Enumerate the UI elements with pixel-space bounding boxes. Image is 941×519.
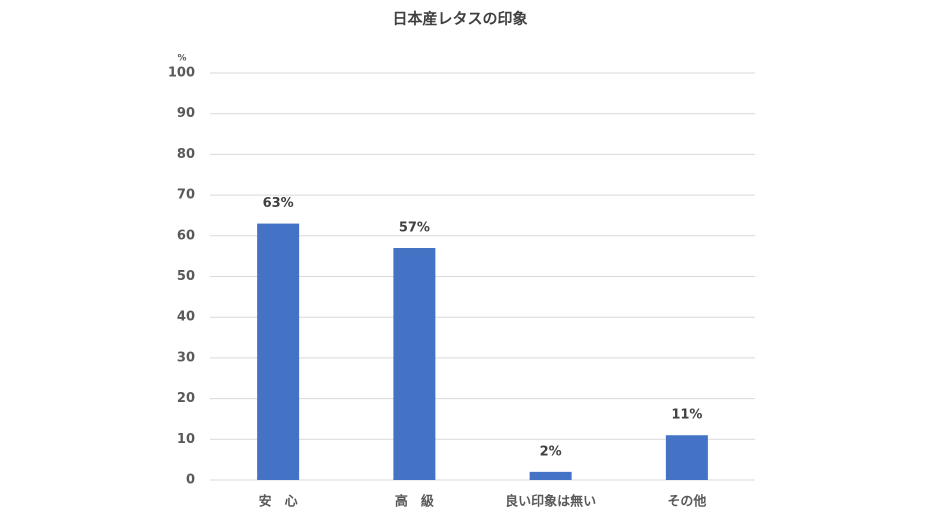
bar [257,223,300,480]
y-tick-label: 10 [177,432,195,447]
bar [393,248,436,480]
value-label: 11% [671,408,702,423]
value-label: 63% [263,196,294,211]
y-tick-label: 70 [177,188,195,203]
y-tick-label: 40 [177,310,195,325]
x-tick-label: 安 心 [259,494,298,510]
bar [665,435,708,480]
y-tick-label: 50 [177,269,195,284]
y-tick-label: 80 [177,147,195,162]
y-tick-label: 60 [177,228,195,243]
bar [529,471,572,480]
y-unit: % [177,54,186,64]
y-tick-label: 30 [177,350,195,365]
x-tick-label: 良い印象は無い [505,494,596,510]
y-tick-label: 90 [177,106,195,121]
y-tick-label: 20 [177,391,195,406]
value-label: 57% [399,221,430,236]
x-tick-label: その他 [667,494,706,510]
y-tick-label: 0 [186,473,195,488]
y-tick-label: 100 [168,66,195,81]
x-tick-label: 高 級 [395,494,434,510]
value-label: 2% [540,444,562,459]
chart-title: 日本産レタスの印象 [392,10,527,28]
